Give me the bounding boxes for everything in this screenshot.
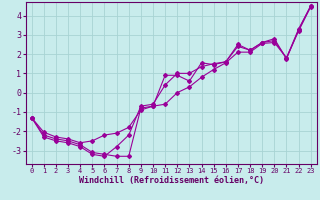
X-axis label: Windchill (Refroidissement éolien,°C): Windchill (Refroidissement éolien,°C) [79,176,264,185]
